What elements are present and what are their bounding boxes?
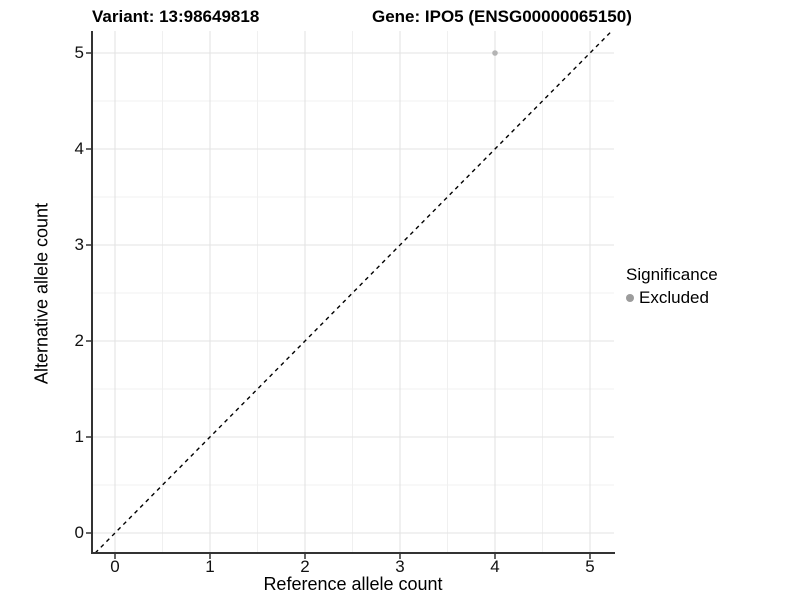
legend-title: Significance — [626, 265, 718, 284]
x-tick-label: 3 — [395, 557, 405, 576]
legend-entry-excluded: Excluded — [626, 288, 718, 308]
x-tick-label: 2 — [300, 557, 310, 576]
legend-key-dot-icon — [626, 294, 634, 302]
x-tick-label: 4 — [490, 557, 500, 576]
y-tick-label: 4 — [74, 139, 84, 158]
y-axis-title: Alternative allele count — [31, 202, 52, 385]
x-tick-label: 1 — [205, 557, 215, 576]
identity-dashed-line — [94, 30, 613, 554]
legend: Significance Excluded — [626, 265, 718, 308]
x-axis-title: Reference allele count — [263, 574, 443, 594]
plot-title-gene: Gene: IPO5 (ENSG00000065150) — [372, 7, 632, 26]
x-tick-label: 5 — [585, 557, 595, 576]
data-point — [492, 50, 498, 56]
y-tick-label: 3 — [74, 235, 84, 254]
y-tick-label: 0 — [74, 523, 84, 542]
plot-title-variant: Variant: 13:98649818 — [92, 7, 260, 26]
legend-entry-label: Excluded — [639, 288, 709, 307]
y-tick-label: 2 — [74, 331, 84, 350]
y-tick-label: 5 — [74, 43, 84, 62]
y-tick-label: 1 — [74, 427, 84, 446]
x-tick-label: 0 — [110, 557, 120, 576]
